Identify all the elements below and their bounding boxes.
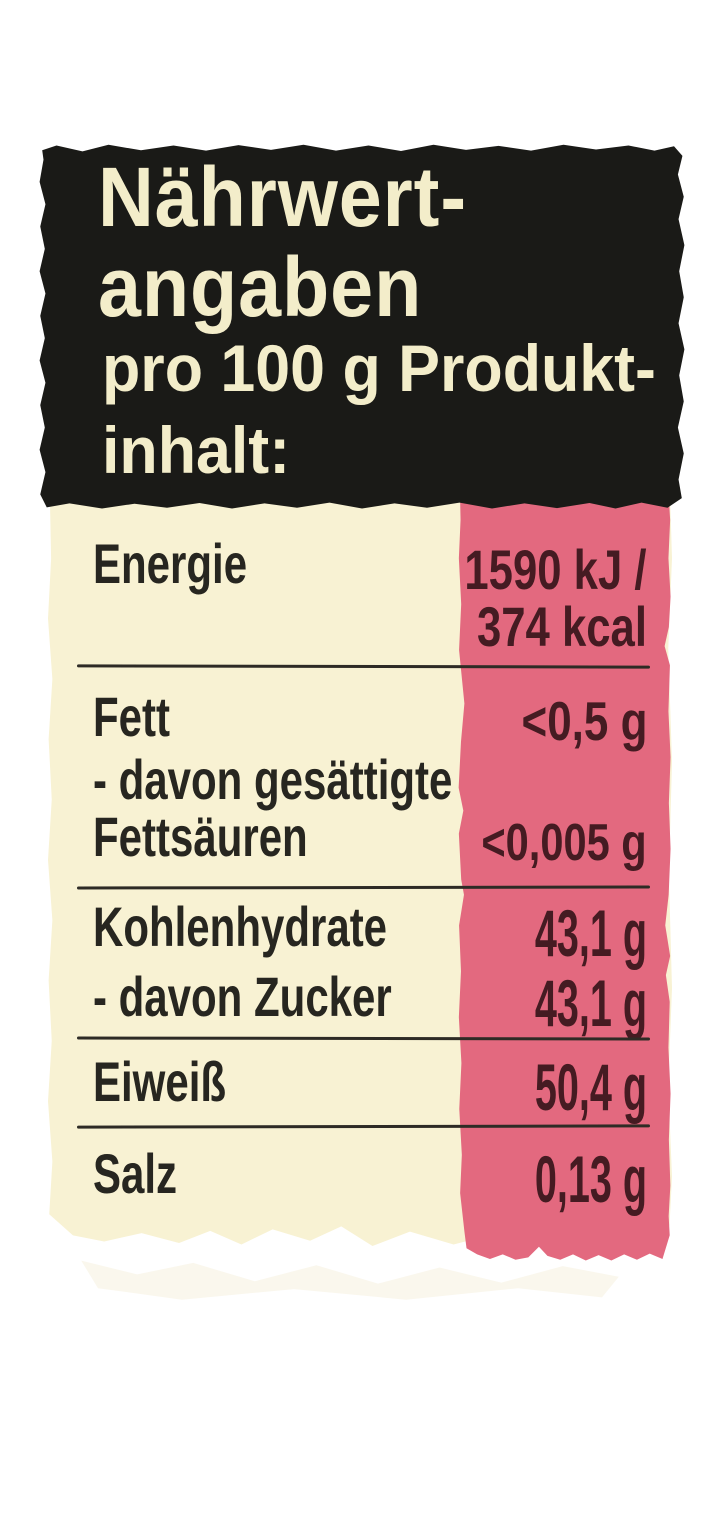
row-eiweiss-label: Eiweiß [93,1050,227,1113]
row-zucker-value: 43,1 g [534,966,647,1040]
row-fett-label: Fett [93,685,170,748]
row-divider-4 [76,1124,651,1129]
row-salz-value: 0,13 g [534,1142,647,1216]
row-divider-2 [76,885,651,890]
row-zucker-label: - davon Zucker [93,965,392,1028]
row-fett-sublabel-line1: - davon gesättigte [93,748,453,811]
header-title-line-2: angaben [98,240,423,334]
row-kohlenhydrate-value: 43,1 g [534,896,647,970]
header-title-line-1: Nährwert- [98,150,467,244]
row-eiweiss-value: 50,4 g [534,1050,647,1124]
value-column-background [458,498,671,1261]
row-fett-sublabel-line2: Fettsäuren [93,805,308,868]
header-subtitle-line-1: pro 100 g Produkt- [102,331,656,405]
row-kohlenhydrate-label: Kohlenhydrate [93,895,388,958]
row-energie-label: Energie [93,532,248,595]
row-divider-1 [76,664,651,669]
header-subtitle-line-2: inhalt: [102,413,291,487]
row-salz-label: Salz [93,1142,178,1205]
row-energie-value-line2: 374 kcal [476,595,647,658]
row-energie-value-line1: 1590 kJ / [464,538,647,601]
row-fett-subvalue: <0,005 g [481,814,647,872]
header-block: Nährwert- angaben pro 100 g Produkt- inh… [39,144,685,509]
row-divider-3 [76,1036,651,1041]
row-fett-value: <0,5 g [521,690,647,752]
